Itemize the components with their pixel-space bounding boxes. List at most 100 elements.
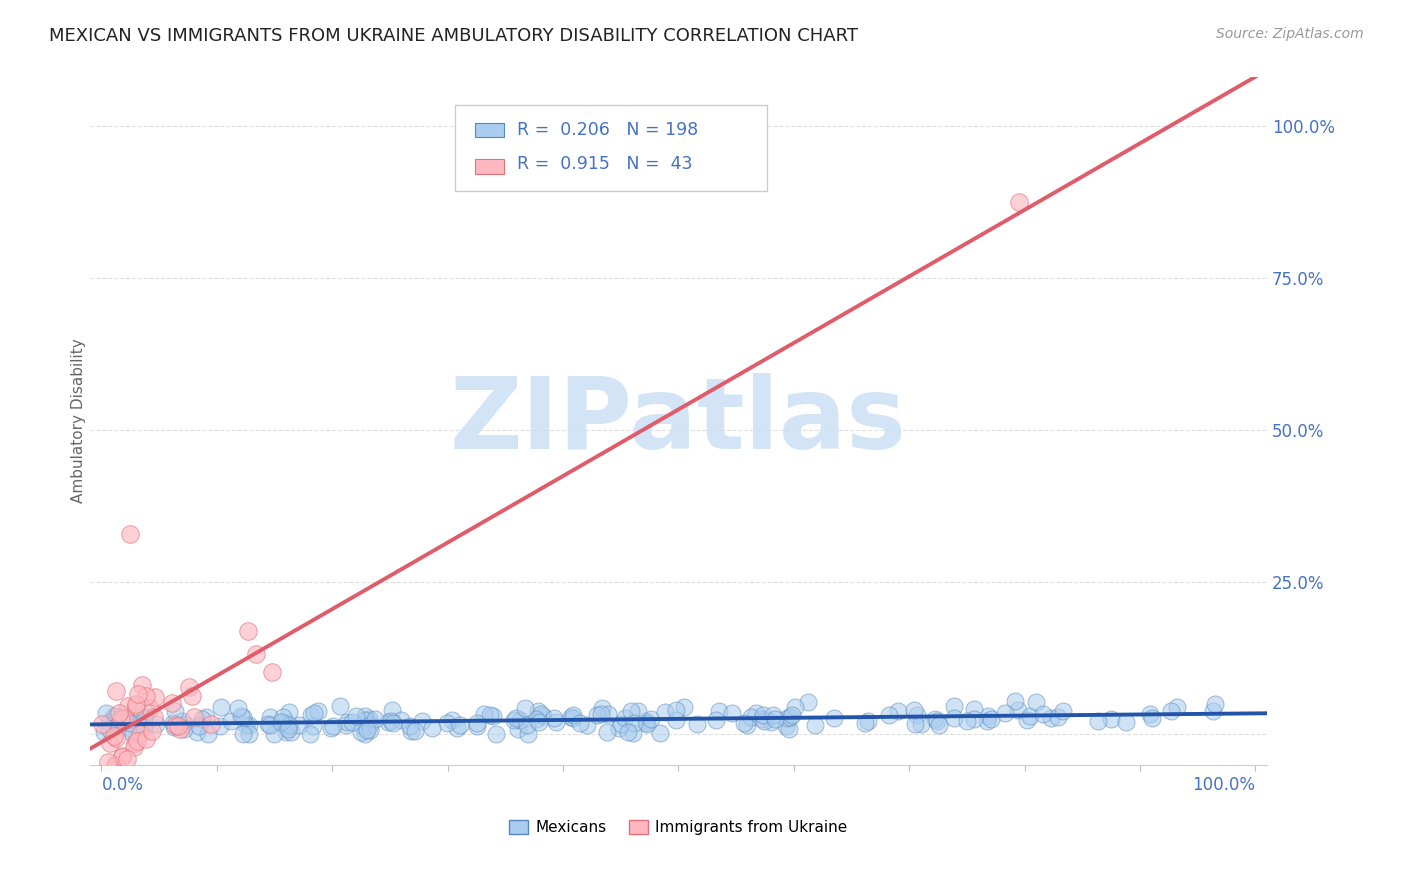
Point — [740, 710, 762, 724]
Point — [616, 724, 638, 739]
Point — [120, 526, 142, 541]
Point — [298, 727, 321, 741]
Point — [197, 727, 219, 741]
Point — [686, 717, 709, 731]
Point — [752, 714, 775, 728]
Point — [673, 700, 696, 714]
Point — [1025, 695, 1047, 709]
Text: MEXICAN VS IMMIGRANTS FROM UKRAINE AMBULATORY DISABILITY CORRELATION CHART: MEXICAN VS IMMIGRANTS FROM UKRAINE AMBUL… — [49, 27, 858, 45]
Point — [262, 665, 284, 680]
Point — [1204, 697, 1226, 711]
Point — [399, 723, 422, 738]
Point — [209, 719, 232, 733]
Point — [111, 750, 134, 764]
Point — [329, 699, 352, 714]
Point — [380, 714, 402, 728]
Point — [221, 714, 243, 728]
Point — [1140, 711, 1163, 725]
FancyBboxPatch shape — [454, 105, 766, 191]
Point — [353, 726, 375, 740]
Point — [449, 718, 471, 732]
Point — [905, 708, 928, 723]
Point — [122, 739, 145, 754]
Point — [104, 731, 127, 745]
Point — [98, 736, 121, 750]
Point — [744, 706, 766, 720]
Point — [979, 712, 1001, 726]
Point — [118, 721, 141, 735]
Point — [904, 716, 927, 731]
Point — [465, 716, 488, 731]
Point — [111, 748, 134, 763]
Point — [389, 713, 412, 727]
Point — [124, 697, 146, 711]
Point — [359, 712, 381, 726]
Point — [135, 732, 157, 747]
Point — [465, 719, 488, 733]
Point — [569, 716, 592, 731]
Point — [165, 717, 187, 731]
Point — [127, 687, 149, 701]
Point — [162, 720, 184, 734]
Point — [270, 715, 292, 730]
Point — [235, 718, 257, 732]
Point — [924, 712, 946, 726]
Point — [516, 727, 538, 741]
Point — [623, 715, 645, 730]
Text: R =  0.915   N =  43: R = 0.915 N = 43 — [517, 155, 693, 173]
Point — [648, 725, 671, 739]
Point — [245, 648, 267, 662]
Point — [135, 689, 157, 703]
Point — [129, 727, 152, 741]
Point — [503, 713, 526, 727]
Point — [271, 710, 294, 724]
Point — [172, 714, 194, 728]
Point — [103, 729, 125, 743]
Text: ZIPatlas: ZIPatlas — [450, 373, 907, 469]
Point — [1052, 704, 1074, 718]
Point — [120, 710, 142, 724]
Point — [352, 718, 374, 732]
Point — [177, 680, 200, 694]
Point — [125, 698, 148, 713]
Point — [925, 714, 948, 728]
Point — [276, 715, 298, 730]
Point — [765, 712, 787, 726]
Point — [98, 714, 121, 729]
Point — [359, 717, 381, 731]
Point — [97, 755, 120, 769]
Point — [665, 713, 688, 727]
Point — [129, 723, 152, 737]
Point — [103, 709, 125, 723]
Point — [163, 704, 186, 718]
Point — [302, 719, 325, 733]
Point — [804, 718, 827, 732]
Point — [121, 727, 143, 741]
Point — [381, 703, 404, 717]
Point — [104, 757, 127, 772]
Point — [704, 713, 727, 727]
Point — [1004, 694, 1026, 708]
Point — [141, 723, 163, 738]
Point — [654, 705, 676, 719]
Point — [180, 689, 202, 703]
Point — [134, 711, 156, 725]
Point — [364, 712, 387, 726]
Point — [596, 725, 619, 739]
Point — [105, 708, 128, 723]
Legend: Mexicans, Immigrants from Ukraine: Mexicans, Immigrants from Ukraine — [503, 814, 853, 841]
Point — [1007, 702, 1029, 716]
Point — [1008, 195, 1031, 210]
Point — [596, 706, 619, 721]
Point — [853, 715, 876, 730]
Point — [112, 711, 135, 725]
Point — [143, 690, 166, 704]
Point — [124, 735, 146, 749]
Point — [1099, 712, 1122, 726]
Point — [359, 723, 381, 737]
Point — [104, 714, 127, 729]
Point — [118, 716, 141, 731]
Point — [994, 706, 1017, 720]
Point — [591, 707, 613, 722]
Point — [627, 705, 650, 719]
